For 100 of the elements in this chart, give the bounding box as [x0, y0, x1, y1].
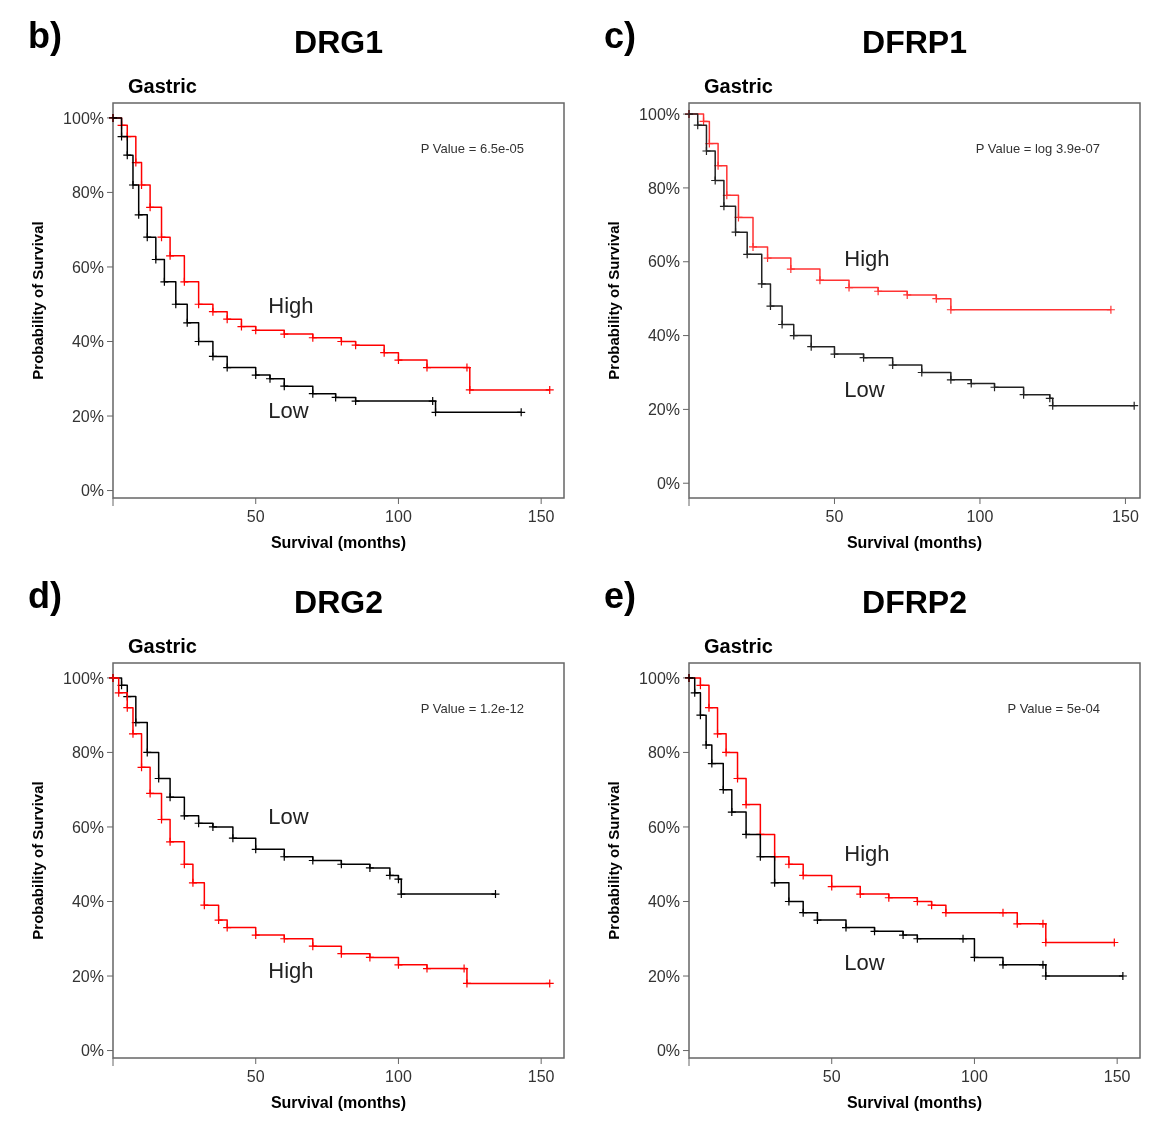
point — [1038, 919, 1048, 929]
point — [770, 878, 780, 888]
y-tick-label: 0% — [656, 474, 680, 492]
point — [228, 833, 238, 843]
point — [265, 374, 275, 384]
point — [958, 934, 968, 944]
point — [701, 146, 712, 156]
y-tick-label: 80% — [647, 744, 680, 762]
point — [829, 349, 840, 359]
x-tick-label: 50 — [825, 508, 844, 525]
chart-subtitle: Gastric — [704, 75, 773, 97]
x-axis-title: Survival (months) — [846, 534, 983, 551]
y-tick-label: 40% — [647, 893, 680, 911]
series-label: Low — [844, 376, 885, 402]
y-tick-label: 60% — [71, 258, 104, 276]
x-tick-label: 150 — [527, 1068, 555, 1085]
point — [385, 870, 395, 881]
point — [365, 863, 375, 873]
y-tick-label: 80% — [71, 184, 104, 202]
point — [765, 301, 776, 311]
point — [182, 318, 192, 328]
point — [165, 792, 175, 802]
point — [704, 703, 714, 713]
point — [844, 282, 854, 293]
point — [422, 362, 432, 373]
point — [888, 360, 898, 370]
x-tick-label: 50 — [246, 1068, 265, 1085]
point — [1038, 960, 1048, 970]
point — [459, 963, 469, 974]
point — [757, 279, 767, 289]
y-axis-title: Probability of Survival — [29, 781, 46, 940]
point — [208, 822, 218, 832]
series-label: High — [844, 246, 890, 272]
series-label: Low — [268, 397, 309, 423]
chart-title: DRG2 — [294, 584, 383, 620]
series-label: Low — [268, 804, 309, 830]
text: d) — [28, 575, 62, 616]
series-label: High — [268, 292, 314, 318]
point — [251, 930, 261, 940]
x-tick-label: 100 — [966, 508, 994, 525]
point — [713, 161, 723, 171]
point — [128, 729, 138, 739]
y-tick-label: 40% — [71, 893, 104, 911]
y-tick-label: 60% — [647, 818, 680, 836]
y-tick-label: 20% — [647, 401, 680, 418]
series-label: High — [844, 841, 890, 867]
y-tick-label: 0% — [80, 1042, 104, 1060]
y-tick-label: 100% — [63, 669, 104, 687]
point — [422, 963, 432, 974]
point — [721, 747, 731, 758]
point — [693, 120, 703, 130]
series-label: High — [268, 957, 314, 983]
annotation: P Value = 6.5e-05 — [420, 141, 524, 156]
chart-subtitle: Gastric — [704, 635, 773, 657]
y-tick-label: 80% — [647, 179, 680, 197]
point — [786, 264, 796, 274]
point — [462, 362, 472, 373]
y-tick-label: 0% — [656, 1042, 680, 1060]
series-label: Low — [844, 950, 885, 976]
x-tick-label: 150 — [1103, 1068, 1131, 1085]
point — [222, 314, 232, 324]
point — [998, 960, 1008, 970]
point — [898, 930, 908, 940]
point — [946, 305, 956, 315]
point — [902, 290, 912, 300]
point — [719, 201, 729, 211]
y-tick-label: 40% — [647, 327, 680, 345]
y-axis-title: Probability of Survival — [29, 221, 46, 380]
x-tick-label: 100 — [385, 1068, 412, 1085]
point — [351, 396, 361, 406]
point — [462, 978, 472, 989]
point — [1106, 305, 1116, 315]
point — [465, 385, 475, 395]
point — [136, 180, 147, 190]
text: e) — [604, 575, 637, 616]
point — [393, 355, 404, 365]
point — [214, 915, 224, 925]
y-tick-label: 20% — [71, 407, 104, 425]
point — [251, 370, 261, 380]
y-tick-label: 100% — [639, 105, 680, 123]
point — [208, 351, 218, 361]
point — [179, 277, 189, 287]
chart-subtitle: Gastric — [128, 75, 197, 97]
point — [545, 385, 555, 395]
annotation: P Value = 1.2e-12 — [420, 701, 524, 716]
x-tick-label: 50 — [822, 1068, 841, 1085]
point — [855, 889, 865, 899]
point — [208, 307, 218, 317]
y-axis-title: Probability of Survival — [605, 781, 622, 940]
y-tick-label: 80% — [71, 744, 104, 762]
y-tick-label: 40% — [71, 333, 104, 351]
chart-subtitle: Gastric — [128, 635, 197, 657]
point — [741, 829, 751, 840]
point — [748, 242, 758, 252]
point — [145, 202, 155, 212]
x-tick-label: 150 — [1112, 508, 1139, 525]
x-axis-title: Survival (months) — [270, 534, 407, 551]
chart-title: DFRP1 — [862, 24, 967, 60]
point — [741, 800, 751, 810]
x-tick-label: 100 — [385, 508, 412, 525]
